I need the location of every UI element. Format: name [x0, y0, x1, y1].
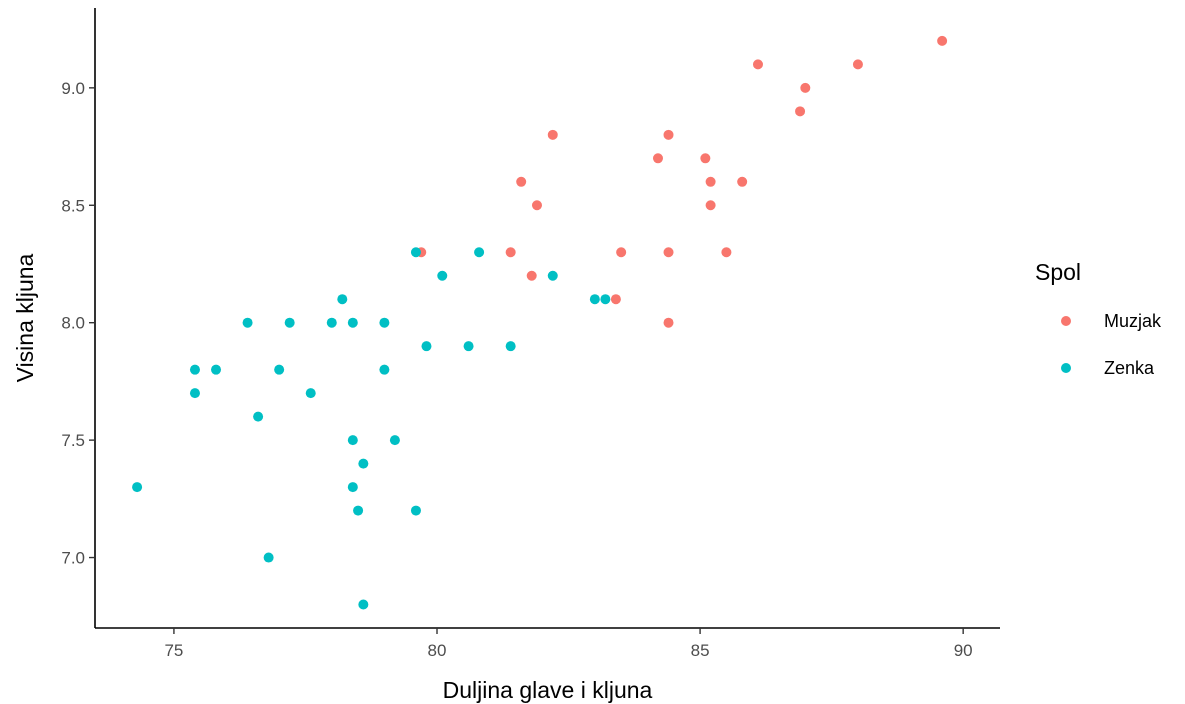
point-muzjak — [616, 247, 627, 258]
x-tick-label: 75 — [164, 641, 183, 660]
point-zenka — [410, 505, 421, 516]
point-zenka — [347, 317, 358, 328]
point-muzjak — [737, 176, 748, 187]
legend: Spol Muzjak Zenka — [1035, 259, 1162, 378]
point-zenka — [437, 270, 448, 281]
y-tick-label: 8.0 — [61, 314, 85, 333]
point-zenka — [274, 364, 285, 375]
point-muzjak — [505, 247, 516, 258]
point-zenka — [353, 505, 364, 516]
x-tick-label: 80 — [428, 641, 447, 660]
point-zenka — [189, 364, 200, 375]
x-ticks: 75 80 85 90 — [164, 628, 973, 660]
point-zenka — [358, 599, 369, 610]
point-muzjak — [531, 200, 542, 211]
legend-label-zenka: Zenka — [1104, 358, 1155, 378]
x-tick-label: 85 — [691, 641, 710, 660]
point-zenka — [211, 364, 222, 375]
points-layer — [132, 35, 948, 610]
point-zenka — [463, 341, 474, 352]
y-tick-label: 9.0 — [61, 79, 85, 98]
point-muzjak — [937, 35, 948, 46]
point-muzjak — [547, 129, 558, 140]
point-zenka — [347, 435, 358, 446]
point-muzjak — [795, 106, 806, 117]
point-muzjak — [516, 176, 527, 187]
point-zenka — [253, 411, 264, 422]
point-zenka — [263, 552, 274, 563]
point-zenka — [132, 482, 143, 493]
point-zenka — [410, 247, 421, 258]
point-muzjak — [526, 270, 537, 281]
point-zenka — [505, 341, 516, 352]
legend-title: Spol — [1035, 259, 1081, 285]
legend-label-muzjak: Muzjak — [1104, 311, 1162, 331]
point-zenka — [600, 294, 611, 305]
y-tick-label: 7.0 — [61, 549, 85, 568]
point-zenka — [337, 294, 348, 305]
point-muzjak — [652, 153, 663, 164]
point-muzjak — [705, 176, 716, 187]
point-zenka — [347, 482, 358, 493]
point-zenka — [305, 388, 316, 399]
y-ticks: 7.0 7.5 8.0 8.5 9.0 — [61, 79, 95, 568]
y-tick-label: 8.5 — [61, 196, 85, 215]
point-muzjak — [663, 247, 674, 258]
point-muzjak — [852, 59, 863, 70]
point-muzjak — [800, 82, 811, 93]
point-zenka — [284, 317, 295, 328]
point-muzjak — [721, 247, 732, 258]
point-zenka — [589, 294, 600, 305]
point-zenka — [474, 247, 485, 258]
point-muzjak — [705, 200, 716, 211]
y-tick-label: 7.5 — [61, 431, 85, 450]
point-zenka — [379, 364, 390, 375]
point-muzjak — [700, 153, 711, 164]
point-zenka — [358, 458, 369, 469]
point-muzjak — [663, 317, 674, 328]
point-zenka — [547, 270, 558, 281]
point-zenka — [189, 388, 200, 399]
point-zenka — [389, 435, 400, 446]
point-muzjak — [752, 59, 763, 70]
legend-key-zenka — [1061, 363, 1071, 373]
x-axis-title: Duljina glave i kljuna — [443, 677, 653, 703]
point-zenka — [379, 317, 390, 328]
y-axis-title: Visina kljuna — [12, 253, 38, 382]
legend-key-muzjak — [1061, 316, 1071, 326]
x-tick-label: 90 — [954, 641, 973, 660]
point-muzjak — [663, 129, 674, 140]
point-zenka — [242, 317, 253, 328]
point-zenka — [421, 341, 432, 352]
point-muzjak — [610, 294, 621, 305]
point-zenka — [326, 317, 337, 328]
